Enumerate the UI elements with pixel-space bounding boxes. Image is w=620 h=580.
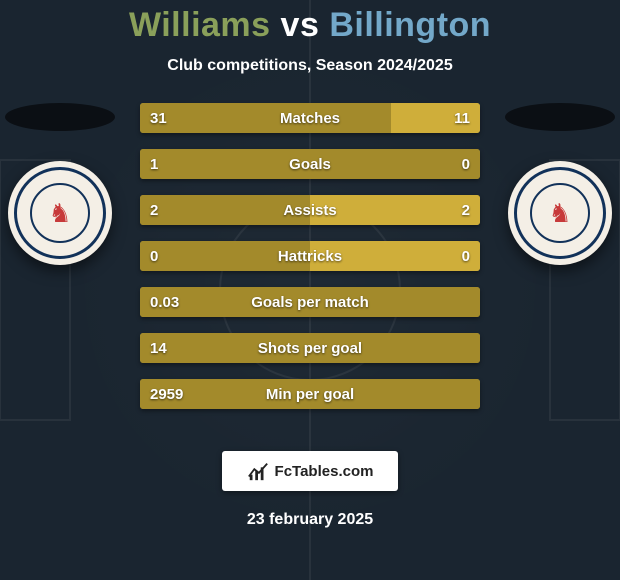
stat-value-a: 0.03 xyxy=(140,287,189,317)
comparison-stage: ♞ ♞ 3111Matches10Goals22Assists00Hattric… xyxy=(0,103,620,433)
lion-icon: ♞ xyxy=(548,200,571,226)
player-a-silhouette-shadow xyxy=(5,103,115,131)
stat-value-b: 0 xyxy=(452,149,480,179)
stat-value-a: 0 xyxy=(140,241,168,271)
crest-inner: ♞ xyxy=(530,183,590,243)
crest-inner: ♞ xyxy=(30,183,90,243)
date-text: 23 february 2025 xyxy=(0,511,620,529)
vs-word: vs xyxy=(281,6,320,44)
stat-segment-a xyxy=(140,333,480,363)
player-b-name: Billington xyxy=(329,6,491,44)
stat-row-assists: 22Assists xyxy=(140,195,480,225)
stat-row-min-per-goal: 2959Min per goal xyxy=(140,379,480,409)
player-a-name: Williams xyxy=(129,6,271,44)
stat-value-a: 1 xyxy=(140,149,168,179)
stat-row-goals-per-match: 0.03Goals per match xyxy=(140,287,480,317)
stat-value-a: 2 xyxy=(140,195,168,225)
stat-segment-a xyxy=(140,149,480,179)
stat-bars: 3111Matches10Goals22Assists00Hattricks0.… xyxy=(140,103,480,425)
stat-row-matches: 3111Matches xyxy=(140,103,480,133)
player-a-side: ♞ xyxy=(0,103,120,265)
stat-row-shots-per-goal: 14Shots per goal xyxy=(140,333,480,363)
brand-badge: FcTables.com xyxy=(222,451,398,491)
player-b-silhouette-shadow xyxy=(505,103,615,131)
lion-icon: ♞ xyxy=(48,200,71,226)
brand-text: FcTables.com xyxy=(275,463,374,480)
stat-value-a: 31 xyxy=(140,103,177,133)
player-b-side: ♞ xyxy=(500,103,620,265)
stat-segment-a xyxy=(140,103,391,133)
stat-value-b: 2 xyxy=(452,195,480,225)
stat-value-b: 0 xyxy=(452,241,480,271)
stat-row-hattricks: 00Hattricks xyxy=(140,241,480,271)
stat-value-b: 11 xyxy=(444,103,480,133)
stat-value-a: 2959 xyxy=(140,379,193,409)
stat-value-a: 14 xyxy=(140,333,177,363)
comparison-title: Williams vs Billington xyxy=(0,0,620,45)
subtitle: Club competitions, Season 2024/2025 xyxy=(0,57,620,75)
chart-icon xyxy=(247,460,269,482)
stat-segment-a xyxy=(140,287,480,317)
player-a-club-crest: ♞ xyxy=(8,161,112,265)
stat-row-goals: 10Goals xyxy=(140,149,480,179)
player-b-club-crest: ♞ xyxy=(508,161,612,265)
